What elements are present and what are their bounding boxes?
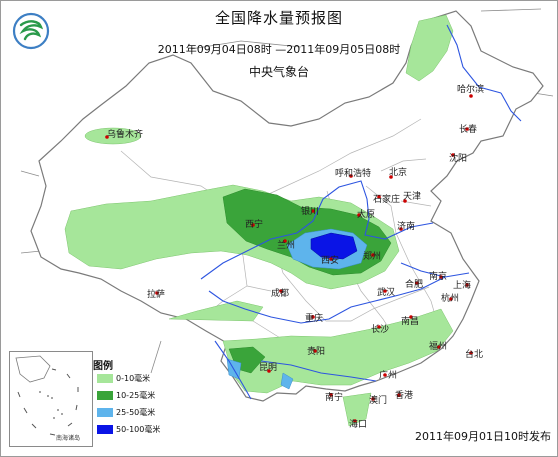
south-sea-inset-map: 南海诸岛: [15, 355, 80, 442]
svg-text:台北: 台北: [465, 348, 483, 360]
city-guangzhou: 广州: [379, 369, 397, 381]
svg-text:合肥: 合肥: [405, 278, 423, 290]
svg-text:武汉: 武汉: [377, 286, 395, 298]
city-hangzhou: 杭州: [441, 292, 459, 304]
province-lines: [70, 118, 442, 370]
svg-text:海口: 海口: [349, 418, 367, 430]
svg-text:昆明: 昆明: [259, 362, 277, 373]
svg-text:拉萨: 拉萨: [147, 288, 165, 300]
city-beijing: 北京: [389, 166, 407, 179]
forecast-period: 2011年09月04日08时 —2011年09月05日08时: [157, 43, 401, 56]
city-guiyang: 贵阳: [307, 345, 325, 357]
svg-text:沈阳: 沈阳: [449, 152, 467, 164]
legend-item-50-100: 50-100毫米: [97, 424, 160, 435]
svg-text:西安: 西安: [321, 254, 339, 266]
legend-swatch: [97, 391, 113, 400]
city-shenyang: 沈阳: [449, 152, 467, 164]
city-xining: 西宁: [245, 218, 263, 230]
precip-50-100: [310, 232, 358, 260]
svg-text:上海: 上海: [453, 279, 471, 291]
city-wuhan: 武汉: [377, 286, 395, 298]
city-taibei: 台北: [465, 348, 483, 360]
legend-label: 10-25毫米: [116, 391, 156, 400]
city-changsha: 长沙: [371, 323, 389, 335]
legend-label: 50-100毫米: [116, 425, 161, 434]
city-huhehaote: 呼和浩特: [335, 167, 371, 179]
svg-text:济南: 济南: [397, 220, 415, 232]
cma-logo-icon: [12, 12, 50, 50]
svg-text:南宁: 南宁: [325, 391, 343, 403]
svg-text:重庆: 重庆: [305, 312, 323, 324]
svg-text:乌鲁木齐: 乌鲁木齐: [107, 128, 143, 140]
city-shanghai: 上海: [453, 279, 471, 291]
map-title: 全国降水量预报图: [214, 9, 343, 27]
city-zhengzhou: 郑州: [363, 250, 381, 262]
city-taiyuan: 太原: [357, 208, 375, 220]
svg-text:贵阳: 贵阳: [307, 345, 325, 357]
svg-text:西宁: 西宁: [245, 218, 263, 230]
agency-name: 中央气象台: [248, 65, 309, 79]
issue-time: 2011年09月01日10时发布: [415, 430, 551, 443]
rivers: [200, 24, 522, 400]
svg-text:成都: 成都: [271, 287, 289, 299]
islands: [39, 391, 63, 419]
svg-text:澳门: 澳门: [369, 394, 387, 406]
svg-text:长沙: 长沙: [371, 323, 389, 335]
svg-text:兰州: 兰州: [277, 239, 295, 251]
svg-text:天津: 天津: [403, 191, 421, 202]
city-xian: 西安: [321, 254, 339, 266]
city-yinchuan: 银川: [301, 205, 319, 217]
svg-text:郑州: 郑州: [363, 250, 381, 262]
svg-text:银川: 银川: [301, 205, 319, 217]
svg-text:广州: 广州: [379, 369, 397, 381]
city-chengdu: 成都: [271, 287, 289, 299]
legend-item-10-25: 10-25毫米: [97, 390, 155, 401]
svg-text:南昌: 南昌: [401, 315, 419, 327]
legend-title: 图例: [93, 361, 113, 372]
legend-label: 25-50毫米: [116, 408, 156, 417]
city-jinan: 济南: [397, 220, 415, 232]
city-lasa: 拉萨: [147, 288, 165, 300]
svg-text:长春: 长春: [459, 123, 477, 135]
south-sea-inset: 南海诸岛: [9, 351, 93, 447]
city-fuzhou: 福州: [429, 340, 447, 352]
legend-item-25-50: 25-50毫米: [97, 407, 155, 418]
city-lanzhou: 兰州: [277, 239, 295, 251]
city-haerbin: 哈尔滨: [457, 83, 484, 98]
svg-text:哈尔滨: 哈尔滨: [457, 83, 484, 95]
city-shijiazhuang: 石家庄: [373, 193, 400, 205]
legend-label: 0-10毫米: [116, 374, 151, 383]
legend-item-0-10: 0-10毫米: [97, 373, 150, 384]
city-chongqing: 重庆: [305, 312, 323, 324]
inset-label: 南海诸岛: [56, 434, 80, 442]
svg-text:呼和浩特: 呼和浩特: [335, 167, 371, 179]
legend-swatch: [97, 374, 113, 383]
svg-text:石家庄: 石家庄: [373, 193, 400, 205]
city-labels: 哈尔滨 长春 沈阳 乌鲁木齐 呼和浩特 北京 天津 石家庄 太原 银川 西宁 兰…: [105, 83, 484, 430]
city-kunming: 昆明: [259, 362, 277, 373]
svg-text:杭州: 杭州: [441, 292, 459, 304]
nine-dash-line: [17, 368, 79, 436]
legend-swatch: [97, 408, 113, 417]
city-hefei: 合肥: [405, 278, 423, 290]
city-tianjin: 天津: [403, 191, 421, 203]
svg-text:北京: 北京: [389, 166, 407, 178]
svg-text:南京: 南京: [429, 270, 447, 282]
city-nanning: 南宁: [325, 391, 343, 403]
city-wulumuqi: 乌鲁木齐: [105, 128, 143, 140]
city-haikou: 海口: [349, 418, 367, 430]
legend-swatch: [97, 425, 113, 434]
city-nanjing: 南京: [429, 270, 447, 282]
city-xianggang: 香港: [395, 389, 413, 401]
svg-text:福州: 福州: [429, 340, 447, 352]
city-nanchang: 南昌: [401, 315, 419, 327]
city-changchun: 长春: [459, 123, 477, 135]
svg-text:太原: 太原: [357, 208, 375, 220]
city-aomen: 澳门: [369, 394, 387, 406]
svg-text:香港: 香港: [395, 389, 413, 401]
